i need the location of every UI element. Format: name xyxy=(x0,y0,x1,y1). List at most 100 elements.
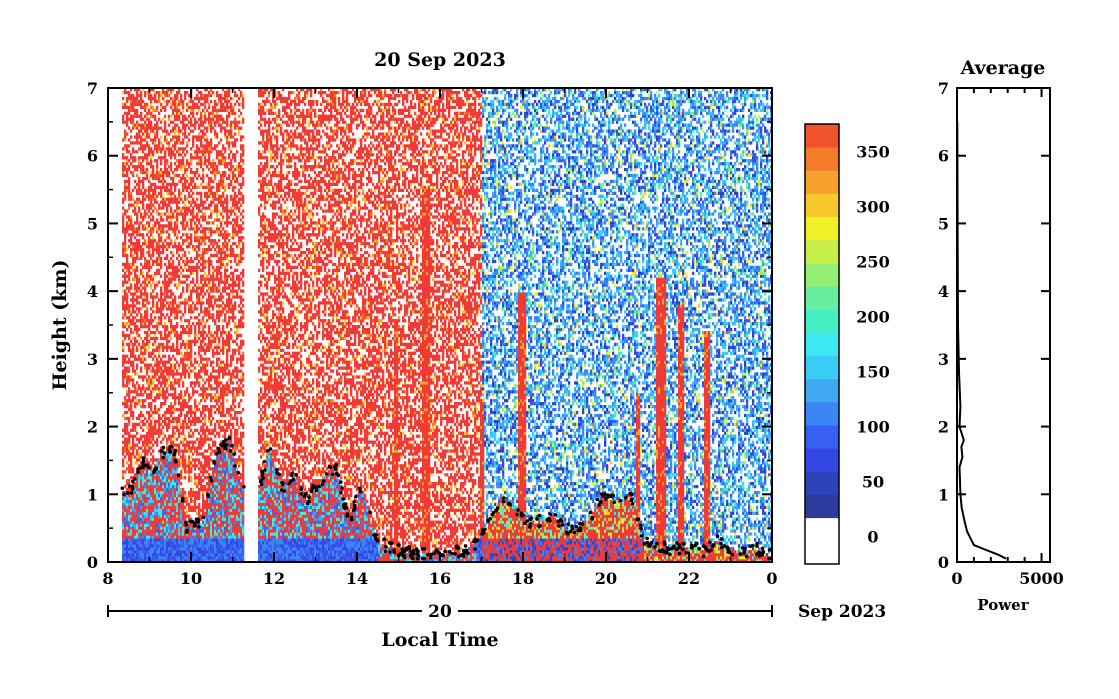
heatmap-cell xyxy=(148,325,150,328)
heatmap-cell xyxy=(210,485,212,488)
heatmap-cell xyxy=(200,159,202,162)
heatmap-cell xyxy=(216,358,218,361)
heatmap-cell xyxy=(136,248,138,251)
heatmap-cell xyxy=(164,180,166,183)
heatmap-cell xyxy=(182,233,184,236)
heatmap-cell xyxy=(166,550,168,553)
heatmap-cell xyxy=(164,523,166,526)
heatmap-cell xyxy=(190,420,192,423)
heatmap-cell xyxy=(132,198,134,201)
heatmap-cell xyxy=(144,109,146,112)
heatmap-cell xyxy=(186,289,188,292)
heatmap-cell xyxy=(174,278,176,281)
heatmap-cell xyxy=(206,438,208,441)
heatmap-cell xyxy=(150,506,152,509)
heatmap-cell xyxy=(212,198,214,201)
heatmap-cell xyxy=(208,266,210,269)
heatmap-cell xyxy=(210,429,212,432)
heatmap-cell xyxy=(164,124,166,127)
heatmap-cell xyxy=(148,384,150,387)
heatmap-cell xyxy=(200,366,202,369)
heatmap-cell xyxy=(190,364,192,367)
heatmap-cell xyxy=(128,467,130,470)
heatmap-cell xyxy=(190,218,192,221)
heatmap-cell xyxy=(124,198,126,201)
heatmap-cell xyxy=(172,429,174,432)
heatmap-cell xyxy=(136,547,138,550)
heatmap-cell xyxy=(154,547,156,550)
heatmap-cell xyxy=(162,242,164,245)
heatmap-cell xyxy=(158,257,160,260)
heatmap-cell xyxy=(122,526,124,529)
heatmap-cell xyxy=(164,464,166,467)
heatmap-cell xyxy=(208,325,210,328)
heatmap-cell xyxy=(150,165,152,168)
heatmap-cell xyxy=(148,479,150,482)
heatmap-cell xyxy=(206,500,208,503)
heatmap-cell xyxy=(178,150,180,153)
heatmap-cell xyxy=(182,458,184,461)
heatmap-cell xyxy=(150,183,152,186)
heatmap-cell xyxy=(208,298,210,301)
heatmap-cell xyxy=(184,420,186,423)
heatmap-cell xyxy=(162,204,164,207)
heatmap-cell xyxy=(196,544,198,547)
heatmap-cell xyxy=(178,515,180,518)
heatmap-cell xyxy=(182,325,184,328)
heatmap-cell xyxy=(160,509,162,512)
heatmap-cell xyxy=(152,458,154,461)
heatmap-cell xyxy=(148,405,150,408)
heatmap-cell xyxy=(122,298,124,301)
heatmap-cell xyxy=(134,201,136,204)
chart-title: 20 Sep 2023 xyxy=(374,49,506,71)
heatmap-cell xyxy=(156,529,158,532)
heatmap-cell xyxy=(212,239,214,242)
heatmap-cell xyxy=(192,381,194,384)
heatmap-cell xyxy=(156,387,158,390)
heatmap-cell xyxy=(128,289,130,292)
heatmap-cell xyxy=(146,521,148,524)
heatmap-cell xyxy=(126,467,128,470)
heatmap-cell xyxy=(174,328,176,331)
heatmap-cell xyxy=(138,186,140,189)
heatmap-cell xyxy=(130,233,132,236)
heatmap-cell xyxy=(202,532,204,535)
heatmap-cell xyxy=(158,467,160,470)
heatmap-cell xyxy=(172,198,174,201)
heatmap-cell xyxy=(174,106,176,109)
heatmap-cell xyxy=(156,144,158,147)
heatmap-cell xyxy=(194,408,196,411)
heatmap-cell xyxy=(166,218,168,221)
heatmap-cell xyxy=(210,230,212,233)
heatmap-cell xyxy=(136,381,138,384)
heatmap-cell xyxy=(212,245,214,248)
heatmap-cell xyxy=(134,435,136,438)
heatmap-cell xyxy=(164,366,166,369)
heatmap-cell xyxy=(194,325,196,328)
heatmap-cell xyxy=(140,366,142,369)
heatmap-cell xyxy=(194,399,196,402)
heatmap-cell xyxy=(182,535,184,538)
heatmap-cell xyxy=(140,479,142,482)
heatmap-cell xyxy=(180,470,182,473)
heatmap-cell xyxy=(144,144,146,147)
heatmap-cell xyxy=(134,109,136,112)
heatmap-cell xyxy=(196,272,198,275)
heatmap-cell xyxy=(166,455,168,458)
heatmap-cell xyxy=(168,547,170,550)
heatmap-cell xyxy=(184,198,186,201)
heatmap-cell xyxy=(176,198,178,201)
heatmap-cell xyxy=(150,452,152,455)
heatmap-cell xyxy=(198,352,200,355)
heatmap-cell xyxy=(204,390,206,393)
heatmap-cell xyxy=(192,529,194,532)
heatmap-cell xyxy=(158,212,160,215)
heatmap-cell xyxy=(124,547,126,550)
heatmap-cell xyxy=(140,138,142,141)
heatmap-cell xyxy=(130,97,132,100)
heatmap-cell xyxy=(176,521,178,524)
heatmap-cell xyxy=(198,132,200,135)
heatmap-cell xyxy=(138,307,140,310)
heatmap-cell xyxy=(142,207,144,210)
heatmap-cell xyxy=(208,331,210,334)
